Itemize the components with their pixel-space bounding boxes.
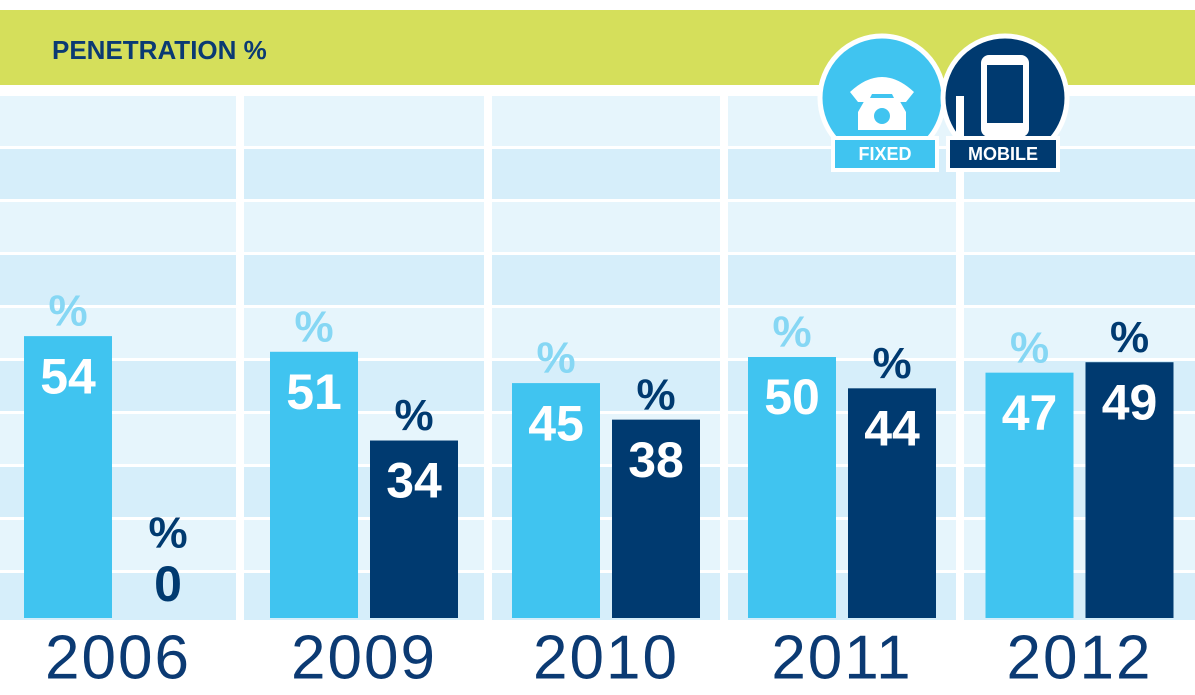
bar: [612, 419, 700, 618]
bar: [370, 440, 458, 618]
phone-dial: [874, 108, 890, 124]
bar: [985, 372, 1074, 618]
value-label: 38: [628, 432, 684, 488]
value-unit: %: [772, 308, 811, 357]
phone-shape: [850, 77, 914, 130]
value-label: 47: [1002, 385, 1058, 441]
mobile-screen: [987, 65, 1023, 123]
bar: [24, 336, 112, 618]
chart-title: PENETRATION %: [52, 35, 267, 65]
legend-swatch: [831, 136, 939, 172]
column-separator: [956, 96, 964, 622]
value-label: 45: [528, 395, 584, 451]
value-unit: %: [148, 509, 187, 558]
value-label: 0: [154, 556, 182, 612]
x-tick-label: 2012: [1007, 623, 1153, 692]
value-unit: %: [294, 302, 333, 351]
bar: [270, 351, 358, 618]
value-label: 49: [1102, 374, 1158, 430]
bar: [512, 383, 600, 618]
legend-label: MOBILE: [968, 144, 1038, 164]
legend-label: FIXED: [858, 144, 911, 164]
x-tick-label: 2010: [533, 623, 679, 692]
bar: [848, 388, 936, 618]
value-unit: %: [636, 370, 675, 419]
value-label: 54: [40, 348, 96, 404]
value-unit: %: [48, 287, 87, 336]
x-tick-label: 2011: [771, 623, 912, 692]
value-unit: %: [394, 391, 433, 440]
legend-swatch: [946, 136, 1060, 172]
value-unit: %: [872, 339, 911, 388]
value-label: 51: [286, 364, 342, 420]
legend: [817, 33, 1070, 163]
value-unit: %: [1110, 313, 1149, 362]
value-label: 34: [386, 453, 442, 509]
value-unit: %: [536, 334, 575, 383]
bar: [1085, 362, 1174, 618]
column-separator: [484, 96, 492, 622]
bar: [748, 357, 836, 618]
value-label: 44: [864, 401, 920, 457]
column-separator: [720, 96, 728, 622]
x-tick-label: 2009: [291, 623, 437, 692]
column-separator: [236, 96, 244, 622]
value-label: 50: [764, 369, 820, 425]
x-tick-label: 2006: [45, 623, 191, 692]
value-unit: %: [1010, 323, 1049, 372]
